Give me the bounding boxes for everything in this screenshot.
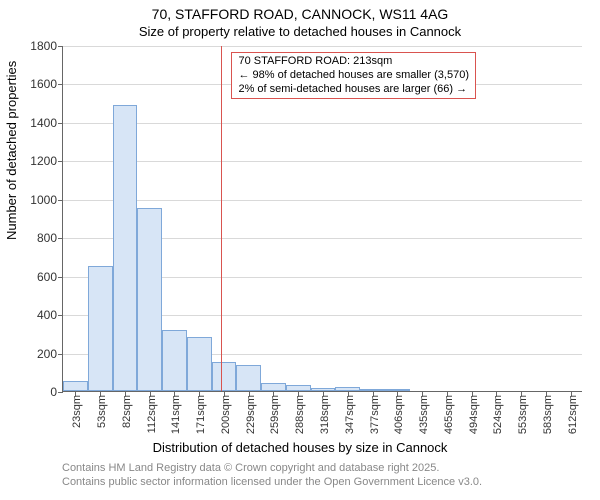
histogram-bar <box>236 365 261 391</box>
x-axis-label: Distribution of detached houses by size … <box>0 440 600 455</box>
y-tick-mark <box>58 277 63 278</box>
grid-line <box>63 161 582 163</box>
chart-title-sub: Size of property relative to detached ho… <box>0 24 600 39</box>
histogram-bar <box>137 208 162 391</box>
x-tick-label: 200sqm <box>220 395 232 434</box>
plot-area: 02004006008001000120014001600180070 STAF… <box>62 46 582 392</box>
histogram-bar <box>261 383 286 391</box>
x-tick-label: 318sqm <box>319 395 331 434</box>
y-tick-mark <box>58 354 63 355</box>
grid-line <box>63 200 582 202</box>
histogram-bar <box>187 337 212 391</box>
x-tick-label: 53sqm <box>96 395 108 428</box>
y-tick-label: 400 <box>37 308 57 322</box>
y-tick-mark <box>58 200 63 201</box>
x-tick-label: 612sqm <box>567 395 579 434</box>
y-tick-mark <box>58 123 63 124</box>
y-tick-mark <box>58 238 63 239</box>
x-tick-label: 259sqm <box>269 395 281 434</box>
histogram-bar <box>63 381 88 391</box>
x-tick-label: 347sqm <box>344 395 356 434</box>
annotation-box: 70 STAFFORD ROAD: 213sqm← 98% of detache… <box>231 52 476 99</box>
y-tick-label: 1200 <box>30 154 57 168</box>
y-tick-label: 1800 <box>30 39 57 53</box>
annotation-line: 70 STAFFORD ROAD: 213sqm <box>238 55 469 69</box>
reference-line <box>221 46 222 391</box>
histogram-chart: 70, STAFFORD ROAD, CANNOCK, WS11 4AG Siz… <box>0 0 600 500</box>
x-tick-label: 583sqm <box>542 395 554 434</box>
x-tick-label: 494sqm <box>468 395 480 434</box>
x-tick-label: 112sqm <box>146 395 158 433</box>
annotation-line: ← 98% of detached houses are smaller (3,… <box>238 69 469 83</box>
y-tick-mark <box>58 46 63 47</box>
x-tick-label: 553sqm <box>517 395 529 434</box>
histogram-bar <box>88 266 113 391</box>
x-tick-label: 229sqm <box>245 395 257 434</box>
y-tick-label: 0 <box>50 385 57 399</box>
x-tick-label: 288sqm <box>294 395 306 434</box>
y-tick-label: 600 <box>37 270 57 284</box>
grid-line <box>63 123 582 125</box>
x-tick-label: 23sqm <box>71 395 83 428</box>
y-tick-label: 1000 <box>30 193 57 207</box>
x-tick-label: 171sqm <box>195 395 207 434</box>
x-tick-label: 435sqm <box>418 395 430 434</box>
histogram-bar <box>162 330 187 392</box>
x-tick-label: 406sqm <box>393 395 405 434</box>
y-tick-mark <box>58 161 63 162</box>
x-tick-label: 377sqm <box>369 395 381 434</box>
x-tick-label: 82sqm <box>121 395 133 428</box>
attribution-line-1: Contains HM Land Registry data © Crown c… <box>62 462 439 474</box>
x-tick-label: 465sqm <box>443 395 455 434</box>
x-tick-label: 141sqm <box>170 395 182 434</box>
y-tick-mark <box>58 84 63 85</box>
grid-line <box>63 46 582 48</box>
y-tick-mark <box>58 392 63 393</box>
y-tick-label: 800 <box>37 231 57 245</box>
histogram-bar <box>212 362 237 391</box>
y-axis-label: Number of detached properties <box>4 61 19 240</box>
annotation-line: 2% of semi-detached houses are larger (6… <box>238 83 469 97</box>
y-tick-label: 1600 <box>30 77 57 91</box>
chart-title-main: 70, STAFFORD ROAD, CANNOCK, WS11 4AG <box>0 6 600 22</box>
x-tick-label: 524sqm <box>492 395 504 434</box>
attribution-line-2: Contains public sector information licen… <box>62 476 482 488</box>
y-tick-label: 200 <box>37 347 57 361</box>
y-tick-mark <box>58 315 63 316</box>
y-tick-label: 1400 <box>30 116 57 130</box>
histogram-bar <box>113 105 138 391</box>
